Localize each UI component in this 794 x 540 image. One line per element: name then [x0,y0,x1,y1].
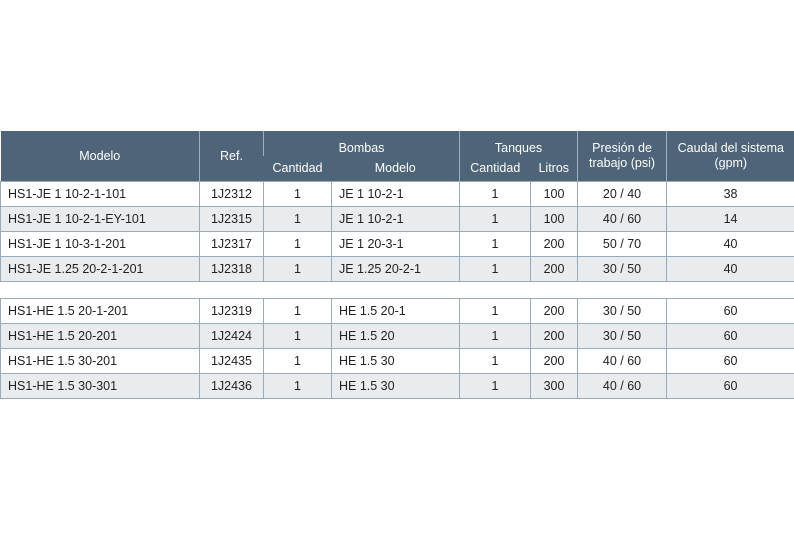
table-row: HS1-JE 1 10-2-1-EY-101 1J2315 1 JE 1 10-2-1… [0,206,794,232]
cell-modelo: HS1-JE 1.25 20-2-1-201 [0,256,200,282]
cell-tanques-litros: 200 [530,348,579,374]
cell-ref: 1J2317 [199,231,264,257]
header-bombas-modelo: Modelo [331,156,460,182]
cell-modelo: HS1-HE 1.5 30-301 [0,373,200,399]
cell-bombas-cantidad: 1 [263,373,332,399]
cell-bombas-cantidad: 1 [263,298,332,324]
cell-tanques-cantidad: 1 [459,348,532,374]
header-ref: Ref. [199,131,264,182]
cell-tanques-litros: 300 [530,373,579,399]
cell-tanques-cantidad: 1 [459,298,532,324]
cell-modelo: HS1-JE 1 10-2-1-101 [0,181,200,207]
cell-tanques-litros: 100 [530,181,579,207]
table-row: HS1-HE 1.5 20-201 1J2424 1 HE 1.5 20 1 200 30 … [0,323,794,349]
cell-presion: 30 / 50 [577,256,668,282]
cell-caudal: 60 [666,373,794,399]
table-row: HS1-JE 1 10-3-1-201 1J2317 1 JE 1 20-3-1 1 20… [0,231,794,257]
cell-bombas-cantidad: 1 [263,323,332,349]
cell-tanques-litros: 200 [530,231,579,257]
cell-caudal: 60 [666,348,794,374]
cell-bombas-modelo: JE 1 20-3-1 [330,231,461,257]
header-caudal-line1: Caudal del sistema [677,141,784,155]
cell-presion: 40 / 60 [577,348,668,374]
table-row: HS1-HE 1.5 20-1-201 1J2319 1 HE 1.5 20-1 1 20… [0,298,794,324]
cell-caudal: 60 [666,323,794,349]
cell-modelo: HS1-JE 1 10-2-1-EY-101 [0,206,200,232]
cell-presion: 40 / 60 [577,373,668,399]
cell-tanques-cantidad: 1 [459,231,532,257]
table-header: Modelo Ref. Bombas Tanques Presión de tr… [0,131,794,182]
cell-caudal: 38 [666,181,794,207]
cell-tanques-cantidad: 1 [459,206,532,232]
cell-caudal: 14 [666,206,794,232]
cell-modelo: HS1-HE 1.5 30-201 [0,348,200,374]
table-row: HS1-HE 1.5 30-301 1J2436 1 HE 1.5 30 1 300 40 … [0,373,794,399]
cell-bombas-modelo: JE 1 10-2-1 [330,206,461,232]
header-bombas: Bombas [262,131,460,156]
cell-presion: 20 / 40 [577,181,668,207]
cell-tanques-cantidad: 1 [459,373,532,399]
cell-bombas-cantidad: 1 [263,256,332,282]
cell-bombas-cantidad: 1 [263,348,332,374]
cell-modelo: HS1-JE 1 10-3-1-201 [0,231,200,257]
cell-caudal: 40 [666,256,794,282]
cell-bombas-modelo: HE 1.5 30 [330,373,461,399]
cell-tanques-cantidad: 1 [459,256,532,282]
cell-ref: 1J2435 [199,348,264,374]
cell-tanques-litros: 200 [530,323,579,349]
cell-presion: 30 / 50 [577,323,668,349]
group-gap-row [0,281,794,299]
header-presion-line1: Presión de [592,141,652,155]
cell-bombas-modelo: JE 1.25 20-2-1 [330,256,461,282]
header-modelo: Modelo [0,131,200,182]
cell-tanques-cantidad: 1 [459,323,532,349]
cell-bombas-cantidad: 1 [263,181,332,207]
cell-bombas-modelo: HE 1.5 20-1 [330,298,461,324]
table-row: HS1-HE 1.5 30-201 1J2435 1 HE 1.5 30 1 200 40 … [0,348,794,374]
cell-tanques-cantidad: 1 [459,181,532,207]
header-tanques-cantidad: Cantidad [459,156,531,182]
cell-tanques-litros: 100 [530,206,579,232]
cell-presion: 30 / 50 [577,298,668,324]
table-row: HS1-JE 1 10-2-1-101 1J2312 1 JE 1 10-2-1 1 10… [0,181,794,207]
cell-tanques-litros: 200 [530,298,579,324]
cell-tanques-litros: 200 [530,256,579,282]
spec-table: Modelo Ref. Bombas Tanques Presión de tr… [0,131,794,399]
cell-modelo: HS1-HE 1.5 20-201 [0,323,200,349]
header-presion-line2: trabajo (psi) [589,156,656,170]
table-group-je: HS1-JE 1 10-2-1-101 1J2312 1 JE 1 10-2-1 1 10… [0,181,794,282]
group-gap-cell [0,281,794,299]
cell-caudal: 60 [666,298,794,324]
cell-bombas-cantidad: 1 [263,231,332,257]
cell-modelo: HS1-HE 1.5 20-1-201 [0,298,200,324]
cell-ref: 1J2312 [199,181,264,207]
cell-presion: 50 / 70 [577,231,668,257]
table-row: HS1-JE 1.25 20-2-1-201 1J2318 1 JE 1.25 20-… [0,256,794,282]
cell-bombas-modelo: JE 1 10-2-1 [330,181,461,207]
cell-ref: 1J2424 [199,323,264,349]
cell-bombas-cantidad: 1 [263,206,332,232]
spec-table-container: Modelo Ref. Bombas Tanques Presión de tr… [0,131,794,399]
header-caudal-line2: (gpm) [714,156,748,170]
cell-ref: 1J2436 [199,373,264,399]
cell-ref: 1J2315 [199,206,264,232]
table-group-spacer [0,281,794,299]
header-tanques: Tanques [459,131,578,156]
header-presion: Presión de trabajo (psi) [577,131,667,182]
cell-bombas-modelo: HE 1.5 20 [330,323,461,349]
cell-ref: 1J2319 [199,298,264,324]
cell-bombas-modelo: HE 1.5 30 [330,348,461,374]
table-group-he: HS1-HE 1.5 20-1-201 1J2319 1 HE 1.5 20-1 1 20… [0,298,794,399]
header-caudal: Caudal del sistema (gpm) [666,131,794,182]
cell-ref: 1J2318 [199,256,264,282]
header-bombas-cantidad: Cantidad [263,156,332,182]
cell-presion: 40 / 60 [577,206,668,232]
header-tanques-litros: Litros [530,156,578,182]
cell-caudal: 40 [666,231,794,257]
